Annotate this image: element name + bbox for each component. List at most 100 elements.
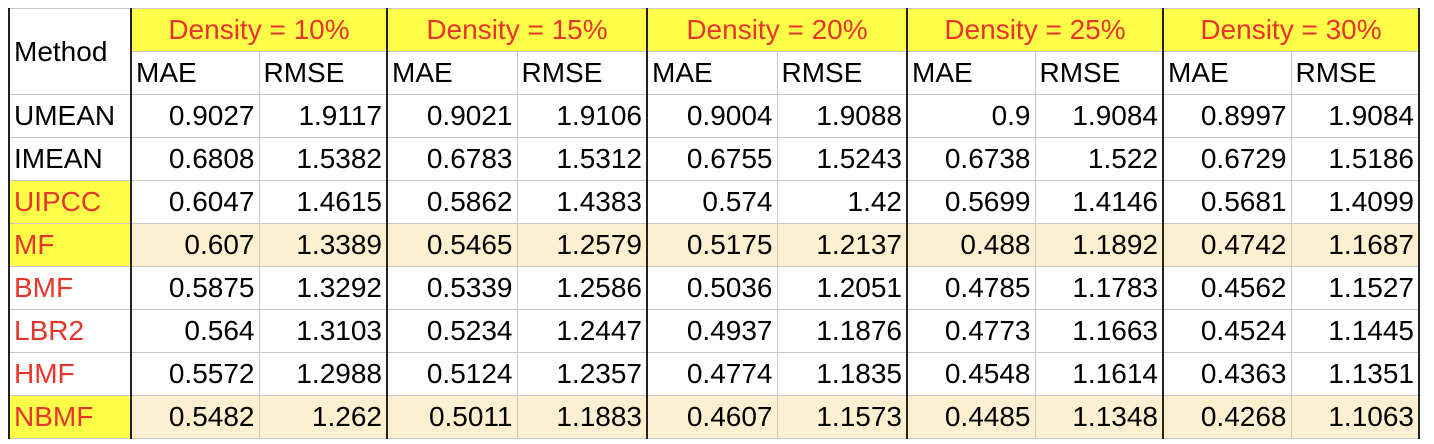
table-row: UIPCC 0.6047 1.4615 0.5862 1.4383 0.574 1.42 0.… [8, 180, 1420, 224]
mae-value-cell: 0.8997 [1162, 94, 1292, 138]
rmse-value-cell: 1.1892 [1034, 223, 1164, 267]
rmse-value-cell: 1.9106 [516, 94, 648, 138]
mae-value-cell: 0.4485 [906, 395, 1036, 439]
method-name-cell: MF [8, 223, 132, 267]
table-row: MF 0.607 1.3389 0.5465 1.2579 0.5175 1.2137 0.4… [8, 223, 1420, 267]
rmse-value-cell: 1.1614 [1034, 352, 1164, 396]
rmse-value-cell: 1.1783 [1034, 266, 1164, 310]
mae-value-cell: 0.4742 [1162, 223, 1292, 267]
method-name-cell: BMF [8, 266, 132, 310]
mae-value-cell: 0.6783 [386, 137, 518, 181]
mae-value-cell: 0.5036 [646, 266, 778, 310]
mae-value-cell: 0.9021 [386, 94, 518, 138]
mae-value-cell: 0.5011 [386, 395, 518, 439]
table-row: BMF 0.5875 1.3292 0.5339 1.2586 0.5036 1.2051 0… [8, 266, 1420, 310]
metric-header-mae: MAE [1162, 51, 1292, 95]
density-header-10: Density = 10% [130, 8, 388, 52]
mae-value-cell: 0.4774 [646, 352, 778, 396]
mae-value-cell: 0.607 [130, 223, 260, 267]
rmse-value-cell: 1.522 [1034, 137, 1164, 181]
mae-value-cell: 0.488 [906, 223, 1036, 267]
rmse-value-cell: 1.5312 [516, 137, 648, 181]
rmse-value-cell: 1.1883 [516, 395, 648, 439]
table-row: NBMF 0.5482 1.262 0.5011 1.1883 0.4607 1.1573 0… [8, 395, 1420, 439]
mae-value-cell: 0.4607 [646, 395, 778, 439]
mae-value-cell: 0.5572 [130, 352, 260, 396]
rmse-value-cell: 1.3103 [258, 309, 388, 353]
metric-header-rmse: RMSE [516, 51, 648, 95]
mae-value-cell: 0.5175 [646, 223, 778, 267]
mae-value-cell: 0.5465 [386, 223, 518, 267]
density-header-30: Density = 30% [1162, 8, 1420, 52]
method-name-cell: IMEAN [8, 137, 132, 181]
rmse-value-cell: 1.42 [776, 180, 908, 224]
table-row: LBR2 0.564 1.3103 0.5234 1.2447 0.4937 1.1876 0… [8, 309, 1420, 353]
rmse-value-cell: 1.2051 [776, 266, 908, 310]
mae-value-cell: 0.5234 [386, 309, 518, 353]
rmse-value-cell: 1.5243 [776, 137, 908, 181]
rmse-value-cell: 1.1348 [1034, 395, 1164, 439]
rmse-value-cell: 1.2579 [516, 223, 648, 267]
rmse-value-cell: 1.1527 [1290, 266, 1420, 310]
header-row-density: Method Density = 10% Density = 15% Densi… [8, 8, 1420, 95]
rmse-value-cell: 1.2137 [776, 223, 908, 267]
mae-value-cell: 0.564 [130, 309, 260, 353]
mae-value-cell: 0.9 [906, 94, 1036, 138]
mae-value-cell: 0.4363 [1162, 352, 1292, 396]
rmse-value-cell: 1.4099 [1290, 180, 1420, 224]
mae-value-cell: 0.6808 [130, 137, 260, 181]
mae-value-cell: 0.5482 [130, 395, 260, 439]
metric-header-rmse: RMSE [1034, 51, 1164, 95]
rmse-value-cell: 1.4146 [1034, 180, 1164, 224]
rmse-value-cell: 1.1573 [776, 395, 908, 439]
rmse-value-cell: 1.5186 [1290, 137, 1420, 181]
mae-value-cell: 0.574 [646, 180, 778, 224]
density-header-25: Density = 25% [906, 8, 1164, 52]
mae-value-cell: 0.4268 [1162, 395, 1292, 439]
method-header: Method [8, 8, 132, 95]
mae-value-cell: 0.4773 [906, 309, 1036, 353]
rmse-value-cell: 1.9088 [776, 94, 908, 138]
metric-header-mae: MAE [646, 51, 778, 95]
mae-value-cell: 0.9027 [130, 94, 260, 138]
mae-value-cell: 0.5699 [906, 180, 1036, 224]
rmse-value-cell: 1.2357 [516, 352, 648, 396]
mae-value-cell: 0.5124 [386, 352, 518, 396]
mae-value-cell: 0.6047 [130, 180, 260, 224]
header-row-metrics: MAE RMSE MAE RMSE MAE RMSE MAE RMSE MAE … [9, 51, 1420, 95]
mae-value-cell: 0.6738 [906, 137, 1036, 181]
table-row: UMEAN 0.9027 1.9117 0.9021 1.9106 0.9004 1.908… [8, 94, 1420, 138]
method-name-cell: LBR2 [8, 309, 132, 353]
density-header-15: Density = 15% [386, 8, 648, 52]
rmse-value-cell: 1.2988 [258, 352, 388, 396]
mae-value-cell: 0.9004 [646, 94, 778, 138]
rmse-value-cell: 1.1663 [1034, 309, 1164, 353]
mae-value-cell: 0.4562 [1162, 266, 1292, 310]
rmse-value-cell: 1.4615 [258, 180, 388, 224]
results-table: Method Density = 10% Density = 15% Densi… [8, 8, 1420, 439]
method-name-cell: NBMF [8, 395, 132, 439]
mae-value-cell: 0.5681 [1162, 180, 1292, 224]
mae-value-cell: 0.4524 [1162, 309, 1292, 353]
rmse-value-cell: 1.1876 [776, 309, 908, 353]
mae-value-cell: 0.4937 [646, 309, 778, 353]
mae-value-cell: 0.5862 [386, 180, 518, 224]
density-header-20: Density = 20% [646, 8, 908, 52]
metric-header-rmse: RMSE [258, 51, 388, 95]
metric-header-mae: MAE [386, 51, 518, 95]
method-name-cell: UIPCC [8, 180, 132, 224]
mae-value-cell: 0.4548 [906, 352, 1036, 396]
method-name-cell: UMEAN [8, 94, 132, 138]
rmse-value-cell: 1.262 [258, 395, 388, 439]
table-row: HMF 0.5572 1.2988 0.5124 1.2357 0.4774 1.1835 0… [8, 352, 1420, 396]
rmse-value-cell: 1.1063 [1290, 395, 1420, 439]
metric-header-rmse: RMSE [776, 51, 908, 95]
rmse-value-cell: 1.4383 [516, 180, 648, 224]
rmse-value-cell: 1.1835 [776, 352, 908, 396]
mae-value-cell: 0.6755 [646, 137, 778, 181]
rmse-value-cell: 1.3389 [258, 223, 388, 267]
metric-header-mae: MAE [130, 51, 260, 95]
method-name-cell: HMF [8, 352, 132, 396]
table-row: IMEAN 0.6808 1.5382 0.6783 1.5312 0.6755 1.524… [8, 137, 1420, 181]
rmse-value-cell: 1.1351 [1290, 352, 1420, 396]
